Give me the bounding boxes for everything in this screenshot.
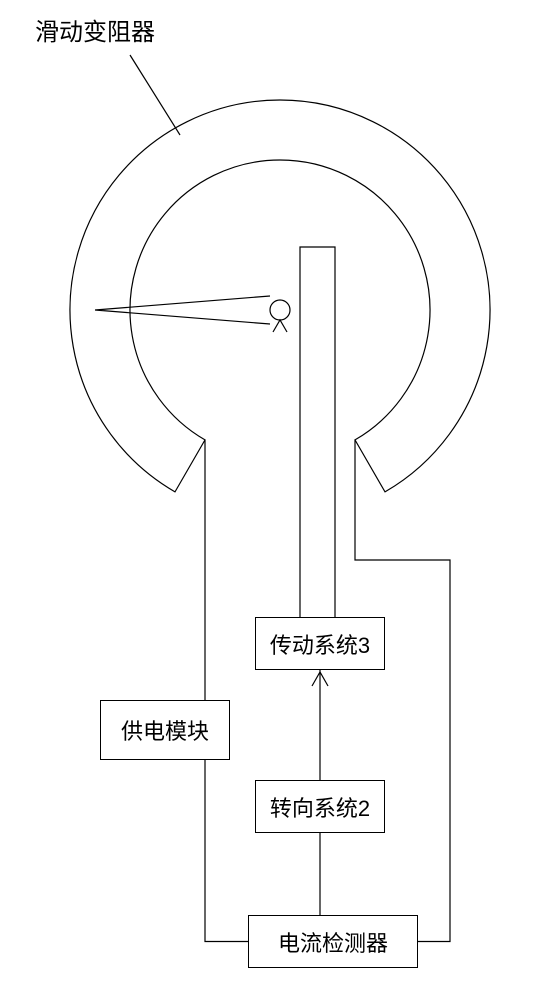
rheostat-arc bbox=[70, 100, 490, 492]
wire-left bbox=[205, 440, 248, 942]
title-leader-line bbox=[130, 55, 180, 135]
pointer-needle bbox=[95, 296, 270, 324]
transmission-box: 传动系统3 bbox=[255, 617, 385, 670]
diagram-svg bbox=[0, 0, 557, 1000]
wire-right bbox=[355, 440, 450, 942]
power-supply-box: 供电模块 bbox=[100, 700, 230, 760]
shaft bbox=[300, 247, 335, 470]
power-supply-label: 供电模块 bbox=[121, 714, 209, 746]
transmission-label: 传动系统3 bbox=[270, 628, 370, 660]
current-detector-box: 电流检测器 bbox=[248, 915, 418, 968]
title-label: 滑动变阻器 bbox=[35, 12, 155, 47]
steering-label: 转向系统2 bbox=[270, 791, 370, 823]
steering-box: 转向系统2 bbox=[255, 780, 385, 833]
current-detector-label: 电流检测器 bbox=[278, 926, 388, 958]
pivot-tick bbox=[273, 320, 287, 332]
wire-shaft-to-transmission bbox=[300, 470, 335, 617]
pointer-pivot bbox=[270, 300, 290, 320]
